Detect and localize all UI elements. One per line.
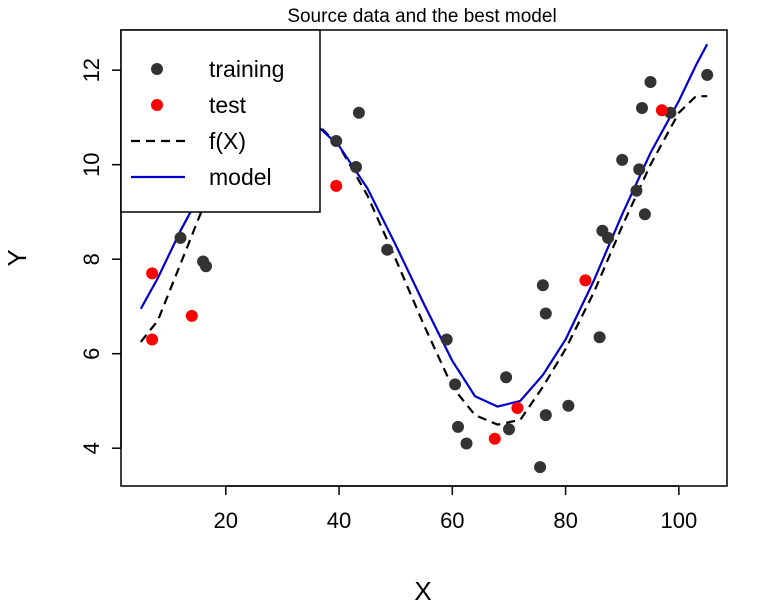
training-point bbox=[633, 163, 646, 176]
y-tick-label: 12 bbox=[79, 58, 104, 82]
training-point bbox=[562, 399, 575, 412]
legend-test-label: test bbox=[209, 92, 247, 118]
test-point bbox=[146, 267, 159, 280]
x-tick-label: 100 bbox=[661, 508, 698, 533]
training-point bbox=[381, 243, 394, 256]
training-point bbox=[636, 102, 648, 114]
training-point bbox=[200, 260, 212, 273]
x-tick-label: 80 bbox=[553, 508, 577, 533]
legend-training-marker bbox=[151, 63, 163, 75]
legend-box bbox=[120, 29, 321, 213]
training-point bbox=[503, 423, 515, 436]
x-axis-title: X bbox=[414, 576, 431, 606]
training-point bbox=[352, 106, 365, 119]
x-tick-label: 40 bbox=[327, 508, 351, 533]
training-point bbox=[460, 437, 473, 450]
y-tick-label: 10 bbox=[79, 152, 104, 176]
legend: training test f(X) model bbox=[120, 29, 321, 213]
legend-f-x-label: f(X) bbox=[209, 128, 246, 154]
x-tick-label: 20 bbox=[214, 508, 238, 533]
test-point bbox=[655, 104, 668, 117]
y-axis-title: Y bbox=[2, 249, 32, 266]
training-point bbox=[701, 68, 714, 81]
training-point bbox=[539, 307, 552, 320]
x-axis: 20 40 60 80 100 bbox=[214, 485, 698, 533]
y-tick-label: 6 bbox=[79, 348, 104, 360]
y-tick-label: 4 bbox=[79, 442, 104, 454]
series-f-x-line bbox=[139, 95, 708, 426]
chart-title: Source data and the best model bbox=[287, 6, 556, 27]
training-point bbox=[452, 420, 464, 433]
legend-model-label: model bbox=[209, 164, 272, 190]
training-point bbox=[630, 184, 643, 197]
test-point bbox=[511, 402, 524, 414]
training-point bbox=[534, 461, 547, 474]
training-point bbox=[593, 331, 606, 344]
training-point bbox=[174, 231, 187, 244]
series-layer bbox=[139, 43, 714, 474]
training-point bbox=[536, 279, 549, 292]
y-axis: 4 6 8 10 12 bbox=[79, 58, 122, 454]
training-point bbox=[539, 409, 552, 422]
test-point bbox=[330, 179, 343, 192]
training-point bbox=[644, 76, 657, 88]
training-point bbox=[449, 378, 462, 391]
test-point bbox=[185, 309, 198, 322]
legend-test-marker bbox=[151, 99, 163, 111]
training-point bbox=[350, 161, 362, 173]
legend-training-label: training bbox=[209, 56, 284, 82]
test-point bbox=[579, 274, 592, 287]
test-point bbox=[146, 333, 159, 346]
training-point bbox=[638, 208, 651, 221]
test-point bbox=[488, 432, 501, 445]
training-point bbox=[440, 333, 453, 346]
x-tick-label: 60 bbox=[440, 508, 464, 533]
series-training bbox=[174, 68, 714, 474]
training-point bbox=[616, 153, 629, 166]
y-tick-label: 8 bbox=[79, 253, 104, 265]
training-point bbox=[602, 231, 615, 244]
training-point bbox=[500, 371, 513, 384]
series-test bbox=[146, 104, 668, 445]
training-point bbox=[330, 135, 343, 147]
